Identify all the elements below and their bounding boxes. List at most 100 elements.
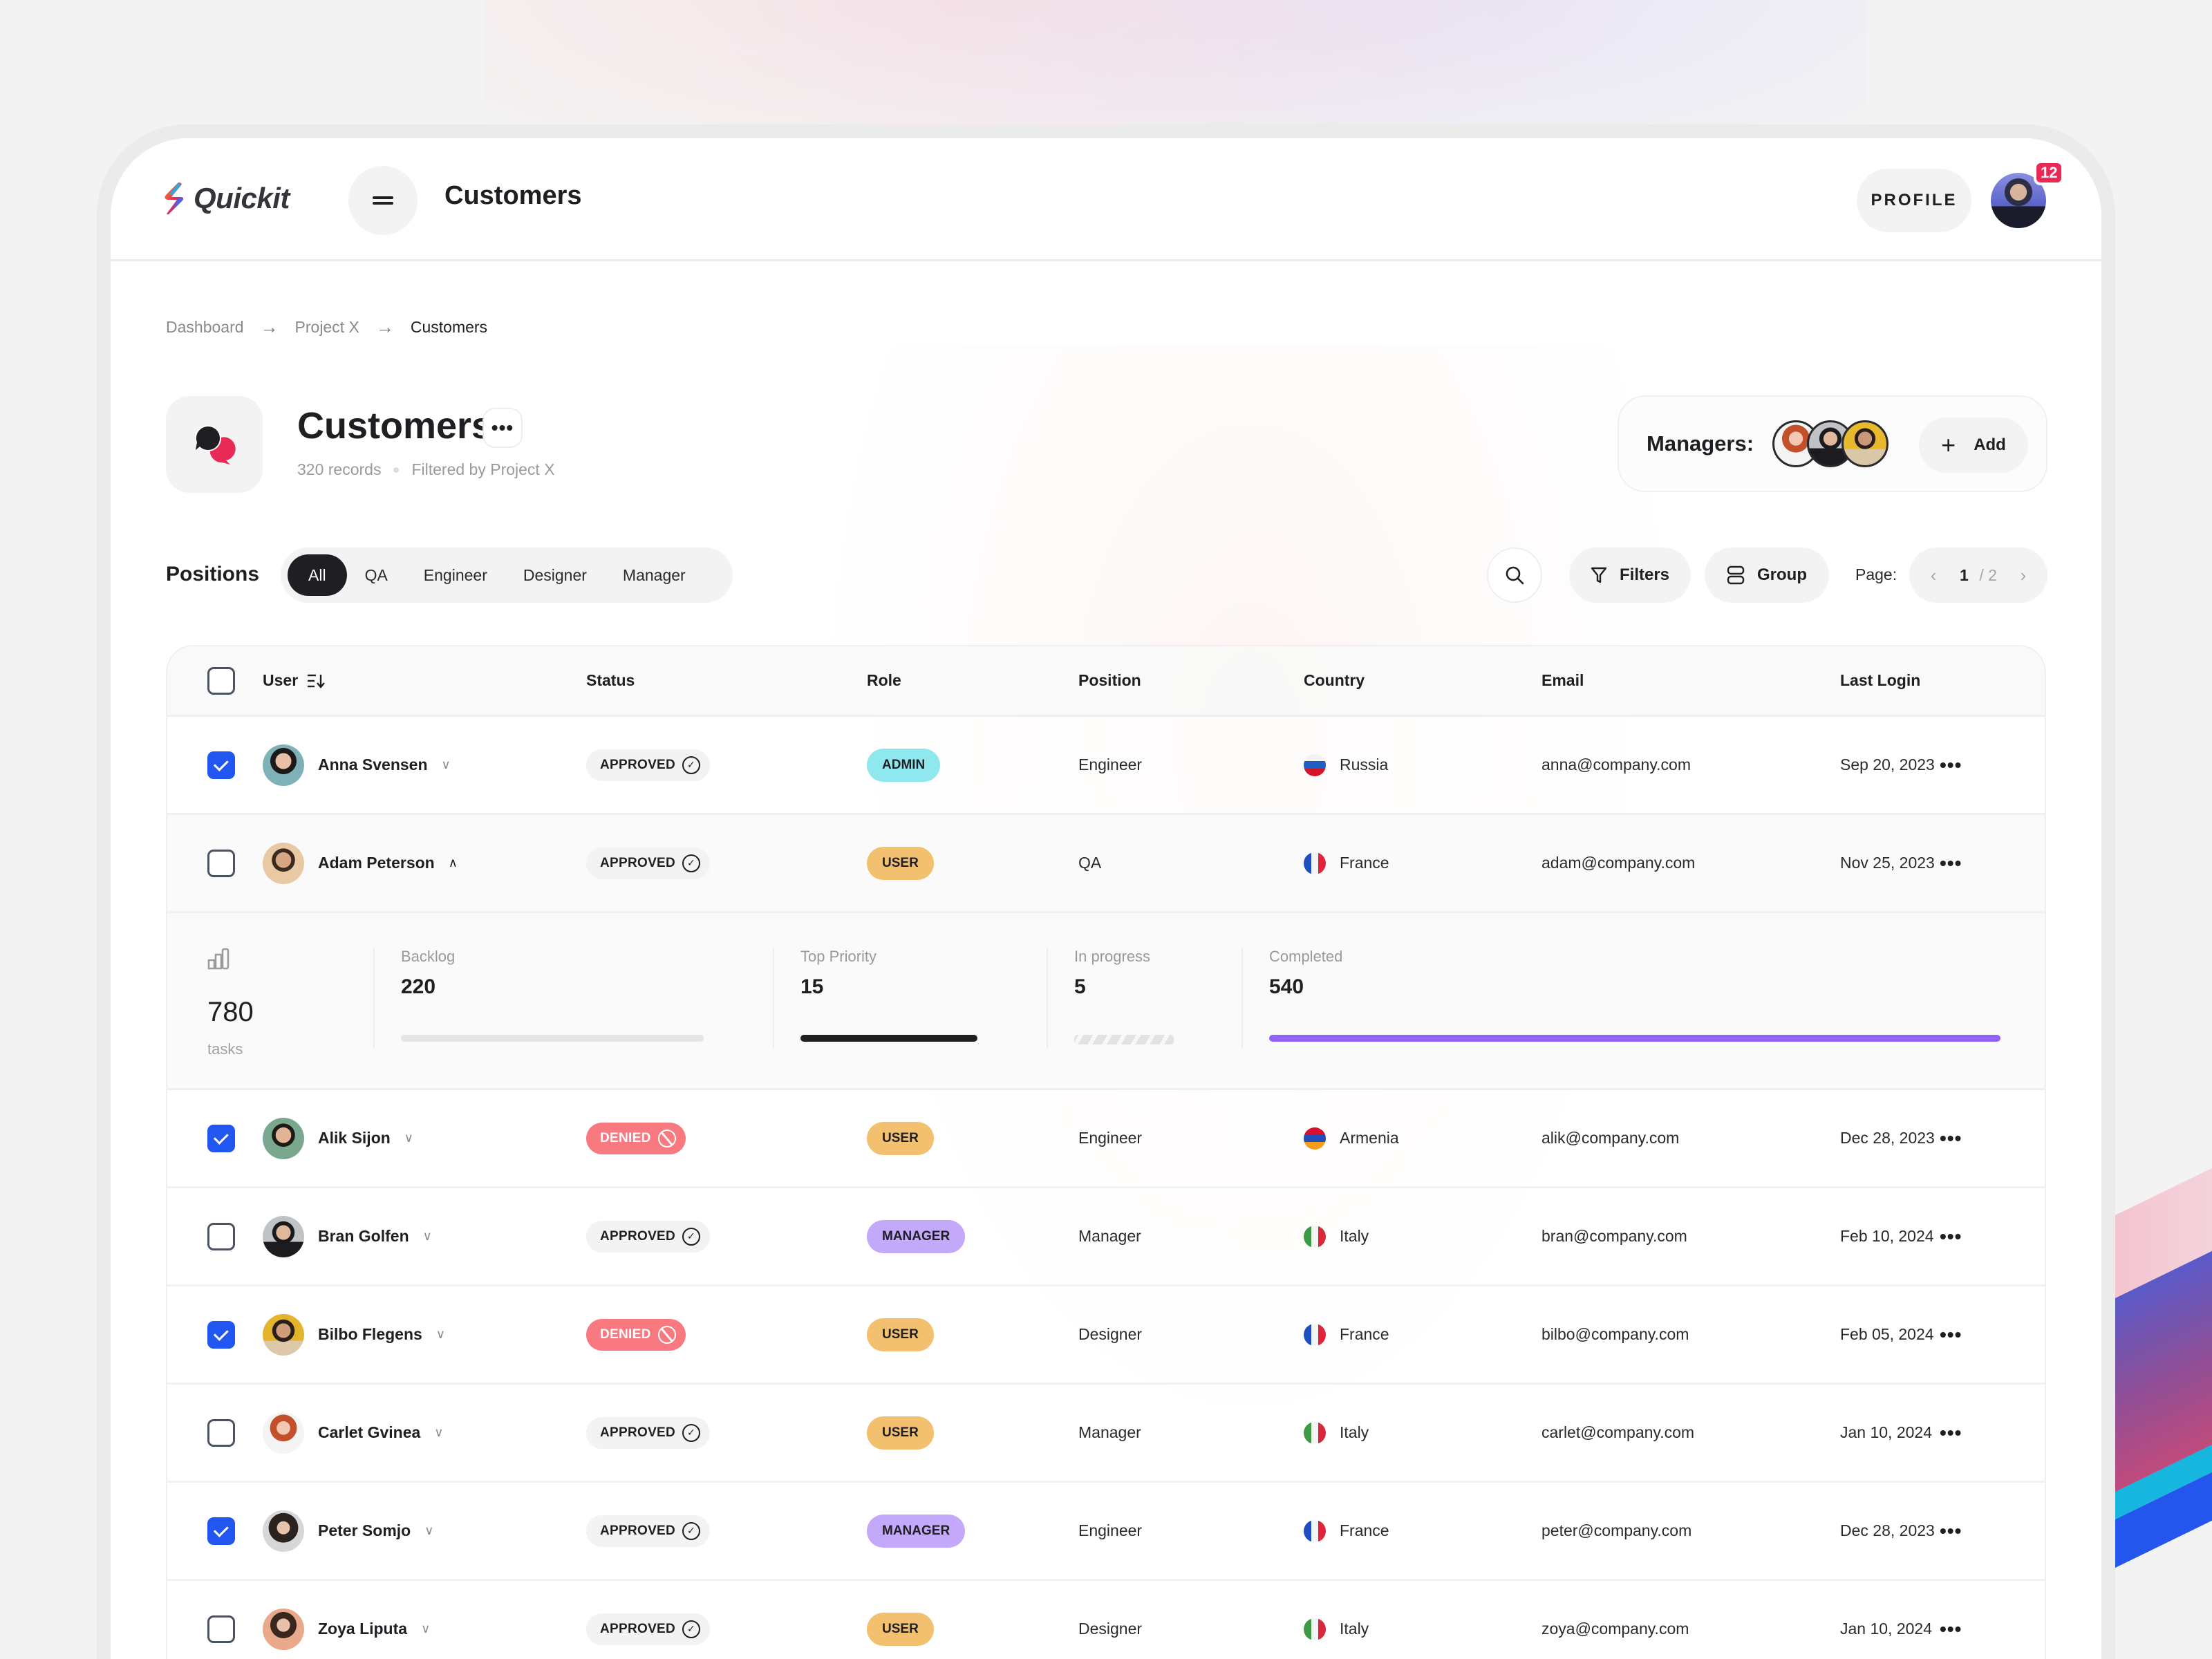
table-row[interactable]: Zoya Liputa ∨ APPROVED ✓ USER Designer It…	[167, 1581, 2045, 1659]
chevron-right-icon[interactable]: ›	[2020, 564, 2027, 585]
chevron-down-icon[interactable]: ∨	[434, 1425, 444, 1439]
row-more-icon[interactable]: •••	[1940, 1618, 1962, 1640]
check-circle-icon: ✓	[682, 1423, 701, 1442]
segment-all[interactable]: All	[288, 554, 347, 596]
table-row[interactable]: Carlet Gvinea ∨ APPROVED ✓ USER Manager I…	[167, 1385, 2045, 1483]
select-all-checkbox[interactable]	[207, 667, 235, 695]
logo[interactable]: Quickit	[160, 181, 290, 216]
row-checkbox[interactable]	[207, 1320, 235, 1349]
table-row[interactable]: Peter Somjo ∨ APPROVED ✓ MANAGER Engineer…	[167, 1483, 2045, 1581]
user-name[interactable]: Adam Peterson	[318, 854, 435, 872]
chevron-left-icon[interactable]: ‹	[1930, 564, 1937, 585]
last-login: Dec 28, 2023	[1840, 1129, 1935, 1147]
last-login: Jan 10, 2024	[1840, 1620, 1933, 1638]
row-checkbox[interactable]	[207, 1517, 235, 1545]
row-more-icon[interactable]: •••	[1940, 1519, 1962, 1541]
table-row[interactable]: Alik Sijon ∨ DENIED USER Engineer Armeni…	[167, 1090, 2045, 1188]
row-checkbox[interactable]	[207, 751, 235, 779]
lightning-logo-icon	[165, 182, 184, 215]
user-name[interactable]: Peter Somjo	[318, 1521, 411, 1539]
column-last-login[interactable]: Last Login	[1840, 671, 1921, 689]
table-row[interactable]: Bilbo Flegens ∨ DENIED USER Designer Fra…	[167, 1286, 2045, 1385]
column-country[interactable]: Country	[1304, 671, 1365, 689]
avatar	[263, 1313, 304, 1356]
column-status[interactable]: Status	[586, 671, 635, 689]
column-user[interactable]: User	[263, 671, 326, 690]
last-login: Jan 10, 2024	[1840, 1423, 1933, 1441]
filters-button[interactable]: Filters	[1569, 547, 1691, 603]
user-name[interactable]: Carlet Gvinea	[318, 1423, 421, 1441]
hamburger-icon	[373, 194, 393, 207]
status-badge: APPROVED ✓	[586, 1613, 711, 1645]
column-email[interactable]: Email	[1541, 671, 1584, 689]
row-more-icon[interactable]: •••	[1940, 1421, 1962, 1443]
email: alik@company.com	[1541, 1129, 1680, 1147]
flag-france-icon	[1304, 1519, 1326, 1542]
avatar	[263, 744, 304, 786]
last-login: Feb 10, 2024	[1840, 1227, 1934, 1245]
breadcrumb-project[interactable]: Project X	[294, 318, 359, 336]
table-row[interactable]: Anna Svensen ∨ APPROVED ✓ ADMIN Engineer …	[167, 717, 2045, 815]
chevron-up-icon[interactable]: ∧	[448, 856, 458, 870]
chevron-down-icon[interactable]: ∨	[404, 1131, 413, 1145]
column-position[interactable]: Position	[1078, 671, 1141, 689]
email: bran@company.com	[1541, 1227, 1687, 1245]
avatar	[263, 842, 304, 884]
email: carlet@company.com	[1541, 1423, 1695, 1441]
check-circle-icon: ✓	[682, 1227, 701, 1246]
row-checkbox[interactable]	[207, 1124, 235, 1152]
chevron-down-icon[interactable]: ∨	[441, 758, 451, 771]
table-row[interactable]: Bran Golfen ∨ APPROVED ✓ MANAGER Manager …	[167, 1188, 2045, 1286]
user-name[interactable]: Bran Golfen	[318, 1227, 409, 1245]
user-name[interactable]: Alik Sijon	[318, 1129, 391, 1147]
total-pages: / 2	[1979, 565, 1997, 584]
user-name[interactable]: Zoya Liputa	[318, 1620, 408, 1638]
more-options-button[interactable]: •••	[482, 408, 523, 448]
row-more-icon[interactable]: •••	[1940, 1127, 1962, 1149]
chevron-down-icon[interactable]: ∨	[421, 1622, 431, 1635]
breadcrumb-dashboard[interactable]: Dashboard	[166, 318, 244, 336]
row-checkbox[interactable]	[207, 1222, 235, 1250]
segment-engineer[interactable]: Engineer	[423, 565, 487, 584]
row-more-icon[interactable]: •••	[1940, 1323, 1962, 1345]
group-button[interactable]: Group	[1705, 547, 1829, 603]
user-name[interactable]: Bilbo Flegens	[318, 1325, 422, 1343]
flag-russia-icon	[1304, 753, 1326, 776]
user-name[interactable]: Anna Svensen	[318, 756, 428, 774]
chevron-down-icon[interactable]: ∨	[422, 1229, 432, 1243]
column-role[interactable]: Role	[867, 671, 901, 689]
segment-manager[interactable]: Manager	[622, 565, 686, 584]
add-manager-button[interactable]: + Add	[1919, 418, 2028, 473]
breadcrumb: Dashboard → Project X → Customers	[166, 317, 487, 338]
row-checkbox[interactable]	[207, 1418, 235, 1447]
profile-button[interactable]: PROFILE	[1857, 169, 1971, 232]
separator-dot	[393, 467, 400, 473]
records-count: 320 records	[297, 460, 382, 478]
avatar	[263, 1215, 304, 1257]
breadcrumb-current: Customers	[410, 318, 488, 336]
last-login: Nov 25, 2023	[1840, 854, 1935, 872]
row-checkbox[interactable]	[207, 1615, 235, 1643]
manager-avatar[interactable]	[1841, 420, 1888, 467]
role-badge: ADMIN	[867, 748, 941, 782]
chevron-down-icon[interactable]: ∨	[424, 1524, 434, 1537]
chevron-down-icon[interactable]: ∨	[435, 1327, 445, 1341]
flag-italy-icon	[1304, 1421, 1326, 1444]
status-badge: APPROVED ✓	[586, 847, 711, 879]
row-more-icon[interactable]: •••	[1940, 753, 1962, 776]
row-more-icon[interactable]: •••	[1940, 1225, 1962, 1247]
ban-icon	[657, 1129, 676, 1147]
customers-table: User Status Role Position Country Email …	[166, 645, 2046, 1659]
stat-backlog: Backlog 220	[373, 948, 773, 1049]
last-login: Dec 28, 2023	[1840, 1521, 1935, 1539]
menu-button[interactable]	[348, 166, 418, 235]
in-progress-striped-bar	[1074, 1035, 1174, 1044]
segment-designer[interactable]: Designer	[523, 565, 587, 584]
search-button[interactable]	[1487, 547, 1542, 603]
row-checkbox[interactable]	[207, 849, 235, 877]
positions-filter: All QA Engineer Designer Manager	[281, 547, 733, 603]
manager-avatars	[1772, 420, 1888, 467]
row-more-icon[interactable]: •••	[1940, 852, 1962, 874]
table-row[interactable]: Adam Peterson ∧ APPROVED ✓ USER QA France…	[167, 815, 2045, 913]
segment-qa[interactable]: QA	[364, 565, 388, 584]
